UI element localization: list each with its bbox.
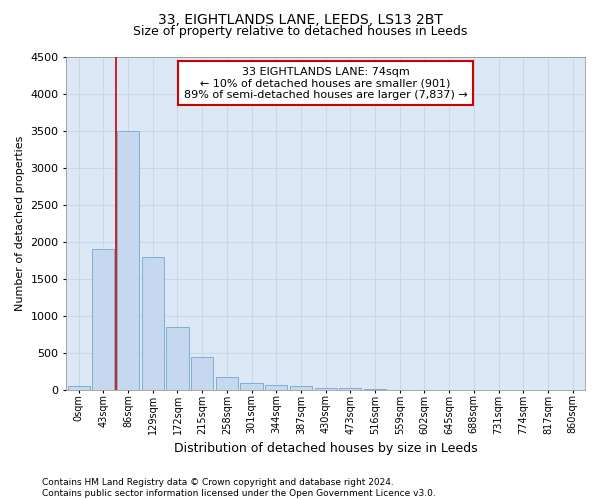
Bar <box>92 250 115 390</box>
Bar <box>241 382 263 390</box>
Bar <box>191 357 213 390</box>
Text: Contains HM Land Registry data © Crown copyright and database right 2024.
Contai: Contains HM Land Registry data © Crown c… <box>42 478 436 498</box>
Text: 33 EIGHTLANDS LANE: 74sqm
← 10% of detached houses are smaller (901)
89% of semi: 33 EIGHTLANDS LANE: 74sqm ← 10% of detac… <box>184 66 467 100</box>
Bar <box>166 327 188 390</box>
Y-axis label: Number of detached properties: Number of detached properties <box>15 136 25 311</box>
Bar <box>216 377 238 390</box>
Text: Size of property relative to detached houses in Leeds: Size of property relative to detached ho… <box>133 25 467 38</box>
X-axis label: Distribution of detached houses by size in Leeds: Distribution of detached houses by size … <box>174 442 478 455</box>
Bar <box>265 384 287 390</box>
Bar <box>68 386 90 390</box>
Text: 33, EIGHTLANDS LANE, LEEDS, LS13 2BT: 33, EIGHTLANDS LANE, LEEDS, LS13 2BT <box>158 12 442 26</box>
Bar <box>142 256 164 390</box>
Bar <box>339 388 361 390</box>
Bar <box>117 130 139 390</box>
Bar <box>290 386 312 390</box>
Bar <box>314 388 337 390</box>
